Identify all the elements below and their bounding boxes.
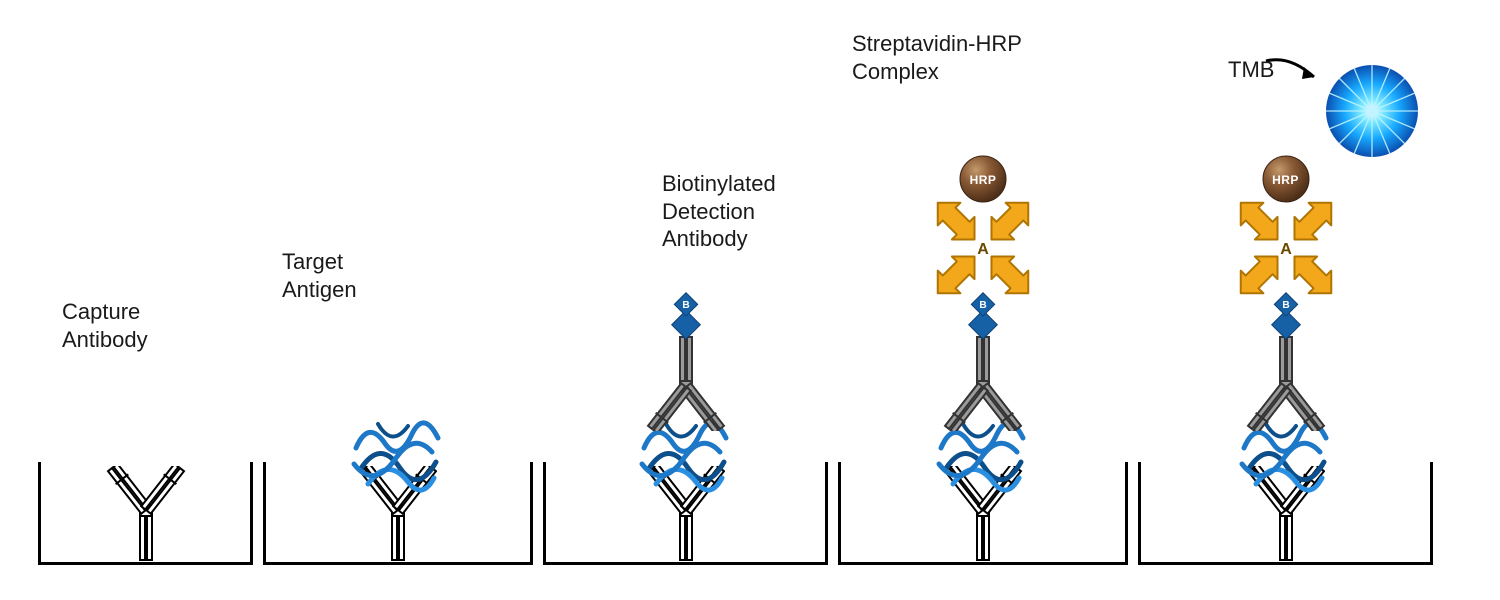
antigen-icon xyxy=(343,413,453,503)
label-capture-antibody: Capture Antibody xyxy=(62,298,148,353)
tmb-burst-icon xyxy=(1322,61,1422,161)
label-detection-antibody: Biotinylated Detection Antibody xyxy=(662,170,776,253)
panel-4: HRP xyxy=(838,45,1128,565)
detection-antibody-icon xyxy=(923,336,1043,431)
detection-antibody-icon xyxy=(626,336,746,431)
panel-3 xyxy=(543,45,828,565)
detection-antibody-icon xyxy=(1226,336,1346,431)
label-tmb: TMB xyxy=(1228,56,1274,84)
panel-5: HRP xyxy=(1138,45,1433,565)
label-target-antigen: Target Antigen xyxy=(282,248,357,303)
hrp-label: HRP xyxy=(1272,173,1299,187)
hrp-label: HRP xyxy=(970,173,997,187)
panel-2 xyxy=(263,45,533,565)
label-streptavidin-hrp: Streptavidin-HRP Complex xyxy=(852,30,1022,85)
biotin-icon xyxy=(661,285,711,345)
capture-antibody-icon xyxy=(86,466,206,561)
